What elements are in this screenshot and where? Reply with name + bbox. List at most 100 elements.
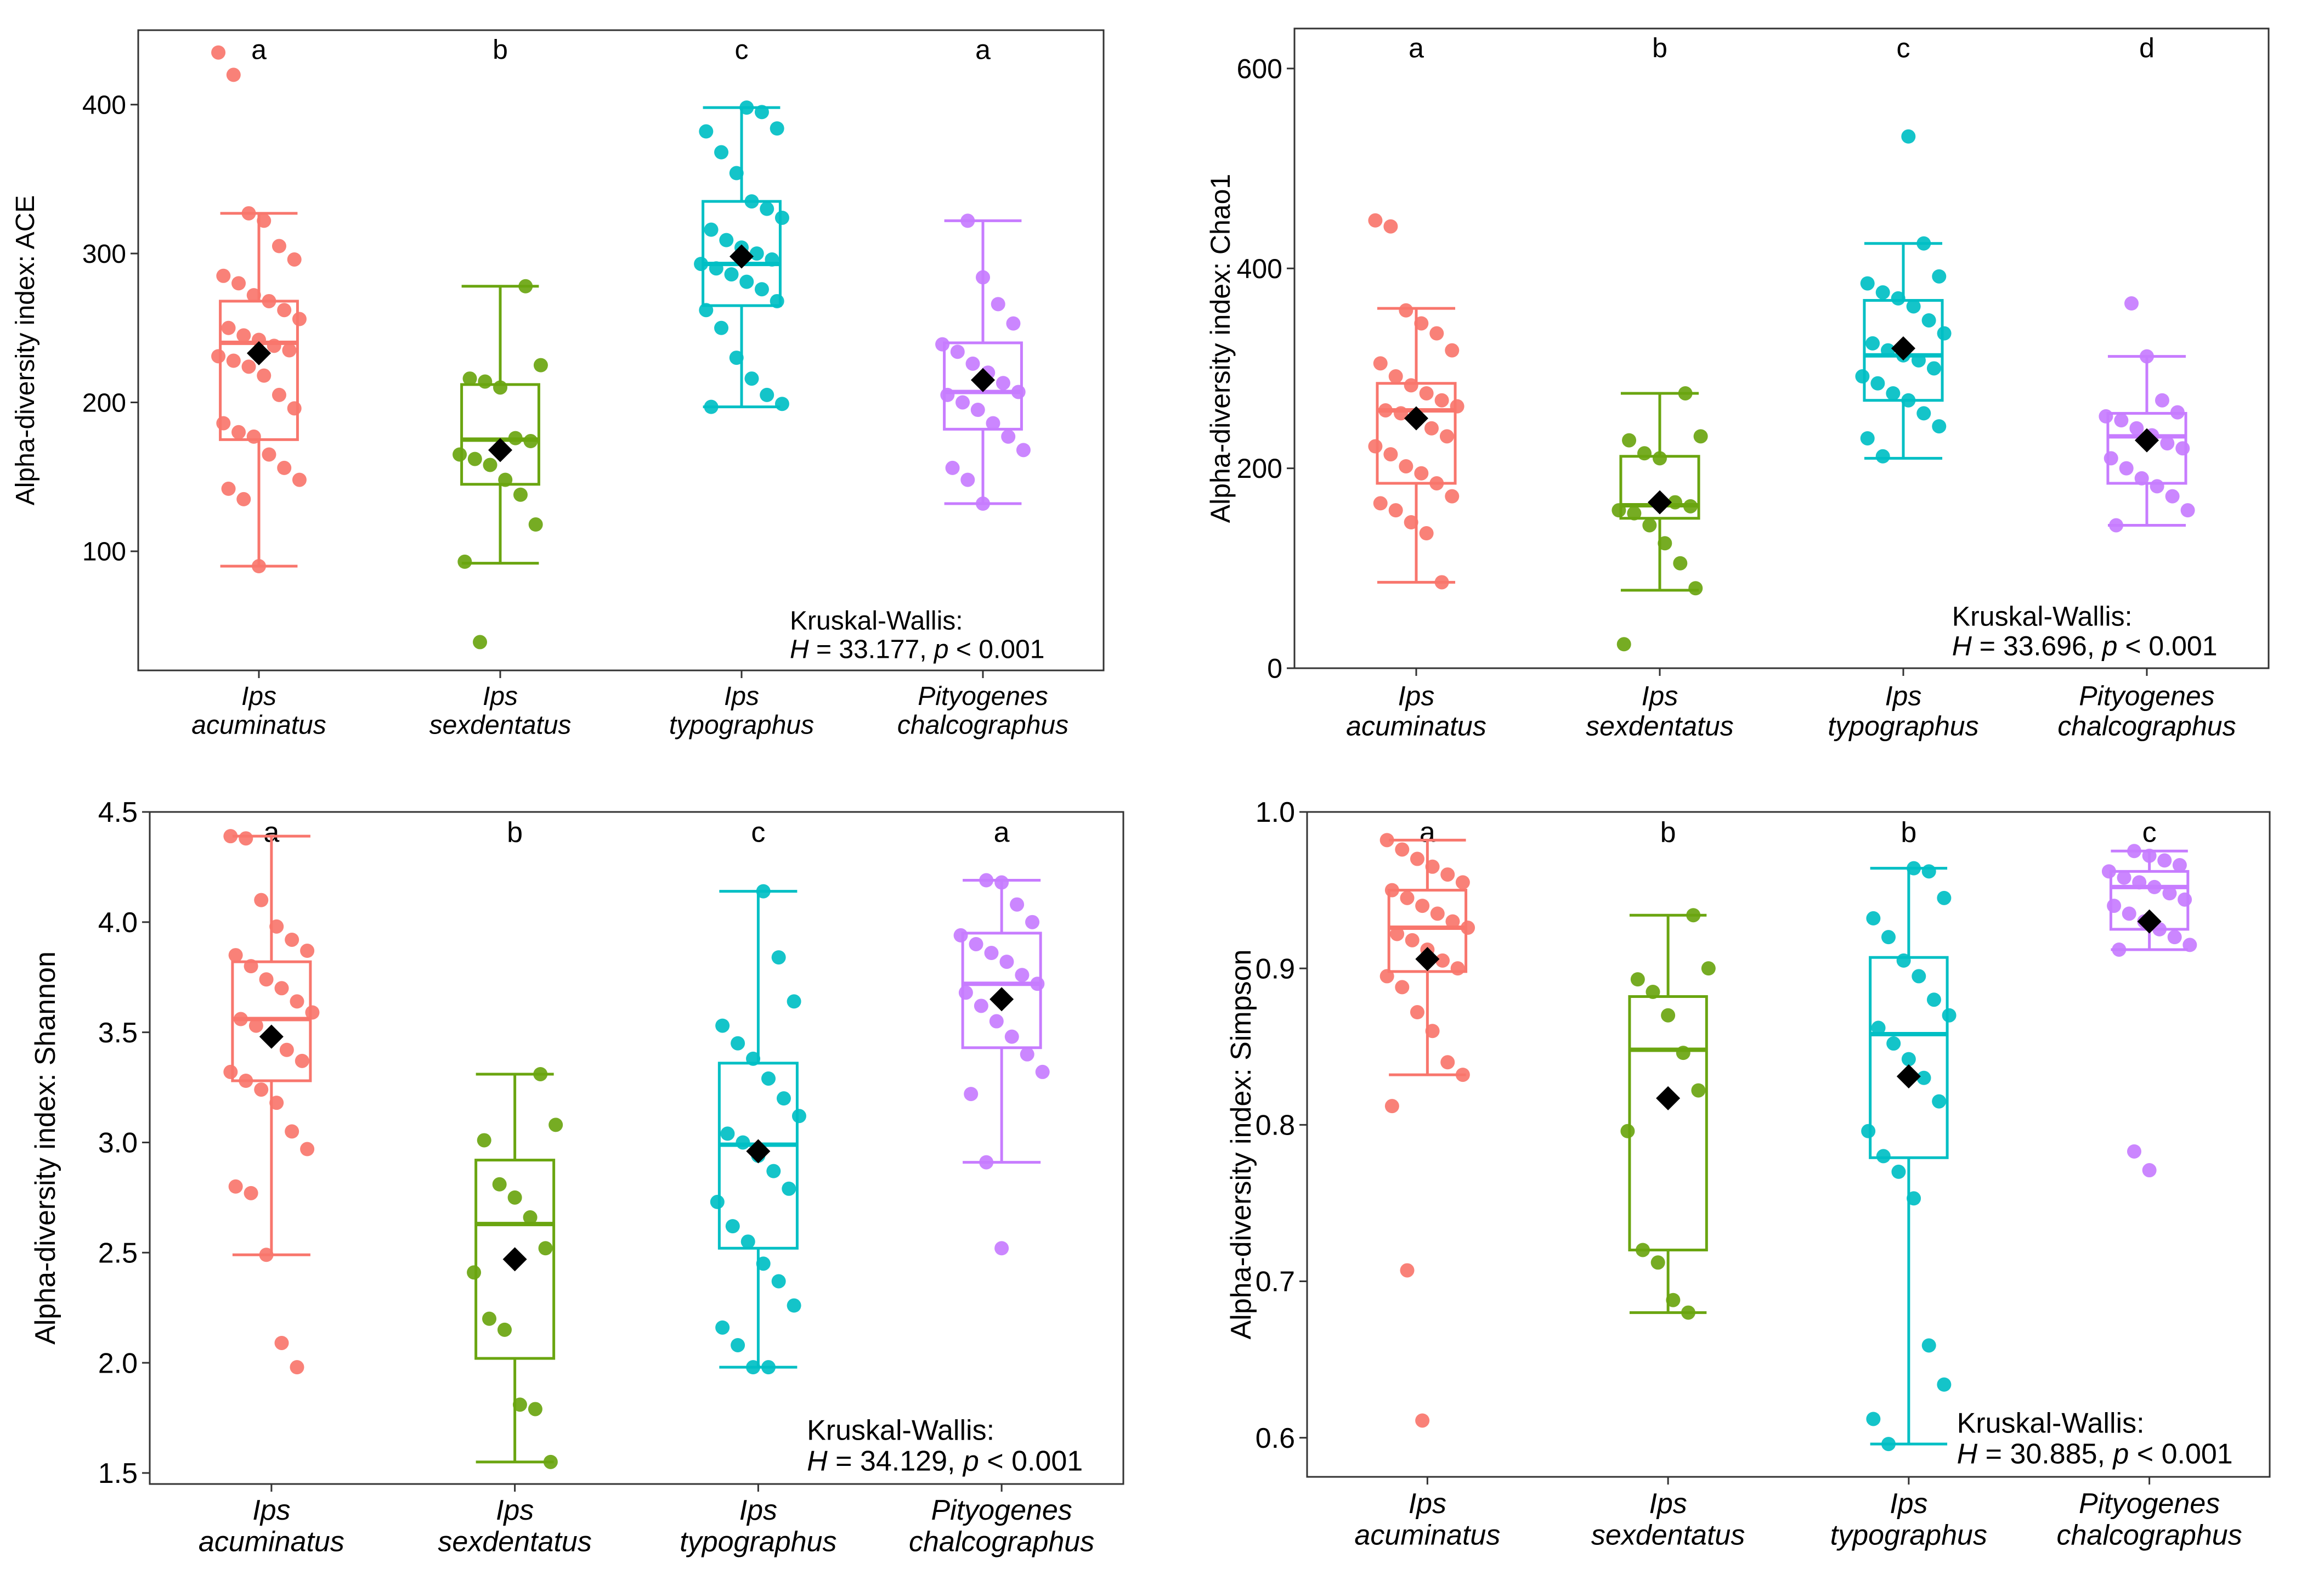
data-point [262,294,276,308]
plot-frame [149,811,1124,1485]
data-point [699,303,714,318]
data-point [1011,385,1026,399]
box-ips-acuminatus [1368,213,1464,590]
data-point [1855,369,1870,384]
data-point [1686,908,1701,923]
data-point [1926,992,1941,1007]
box-ips-sexdentatus [1620,908,1716,1320]
data-point [953,928,968,943]
data-point [746,1360,761,1375]
data-point [246,429,261,444]
mean-marker [1896,1064,1921,1088]
data-point [1611,503,1626,518]
data-point [1435,953,1450,968]
data-point [1673,556,1688,571]
data-point [715,1320,730,1335]
data-point [1871,1020,1886,1035]
data-point [285,932,299,947]
data-point [2182,938,2197,952]
data-point [453,447,467,462]
data-point [1400,1263,1415,1278]
data-point [1653,451,1667,466]
data-point [1658,536,1672,551]
x-tick-label-genus: Ips [252,1494,290,1526]
data-point [1661,1008,1676,1023]
data-point [221,481,236,496]
data-point [2170,405,2185,420]
data-point [241,359,256,374]
data-point [725,1219,740,1234]
data-point [543,1454,558,1469]
x-tick-label-species: acuminatus [199,1526,344,1558]
data-point [1937,890,1952,905]
x-tick-label-genus: Pityogenes [918,682,1048,711]
y-tick-label: 2.0 [98,1347,138,1379]
data-point [704,222,719,237]
x-tick-label-genus: Ips [1398,681,1435,712]
y-axis-label: Alpha-diversity index: Chao1 [1205,174,1236,523]
mean-marker [502,1247,527,1272]
data-point [1916,236,1931,251]
data-point [989,1014,1004,1029]
x-tick-label-genus: Ips [724,682,759,711]
data-point [720,1126,735,1141]
box-ips-acuminatus [211,45,307,574]
y-axis-label: Alpha-diversity index: Shannon [30,951,61,1345]
y-tick-label: 0.9 [1256,953,1295,985]
data-point [1399,459,1413,473]
data-point [2142,1163,2157,1178]
data-point [523,434,538,449]
data-point [259,972,274,987]
data-point [1390,927,1405,941]
data-point [699,124,714,139]
data-point [1901,393,1916,408]
box-pityogenes-chalcographus [2101,844,2197,1178]
data-point [761,1071,776,1086]
y-tick-label: 1.5 [98,1458,138,1489]
data-point [1932,269,1947,284]
plot-frame [1293,27,2270,669]
data-point [1901,129,1916,144]
data-point [964,1087,979,1102]
data-point [1425,1024,1440,1039]
y-tick-label: 3.5 [98,1017,138,1049]
mean-marker [2135,428,2159,453]
data-point [1373,496,1388,511]
data-point [1424,421,1439,436]
data-point [492,1177,507,1192]
data-point [950,345,965,359]
data-point [1678,386,1693,400]
data-point [984,946,999,961]
data-point [1006,316,1021,331]
box-ips-typographus [1855,129,1952,464]
data-point [1383,447,1398,462]
data-point [1410,851,1424,866]
data-point [2129,421,2144,436]
data-point [714,320,729,335]
data-point [248,1018,263,1033]
data-point [257,213,272,228]
data-point [694,257,709,272]
mean-marker [259,1024,284,1049]
data-point [994,1241,1009,1256]
x-tick-label-genus: Ips [241,682,276,711]
y-tick-label: 200 [1237,453,1282,484]
data-point [300,1142,315,1156]
data-point [979,1155,994,1170]
data-point [533,1066,548,1081]
data-point [528,1402,542,1417]
data-point [1630,972,1645,987]
x-tick-label-species: sexdentatus [1586,711,1734,742]
data-point [236,328,251,343]
stat-test-label: Kruskal-Wallis: [790,607,963,636]
data-point [940,387,955,402]
data-point [2162,886,2177,901]
data-point [771,950,786,965]
data-point [2167,930,2182,945]
data-point [765,252,779,267]
data-point [1450,399,1464,414]
data-point [1388,503,1403,518]
mean-marker [989,987,1014,1012]
y-tick-label: 1.0 [1256,797,1295,828]
data-point [1015,968,1030,983]
